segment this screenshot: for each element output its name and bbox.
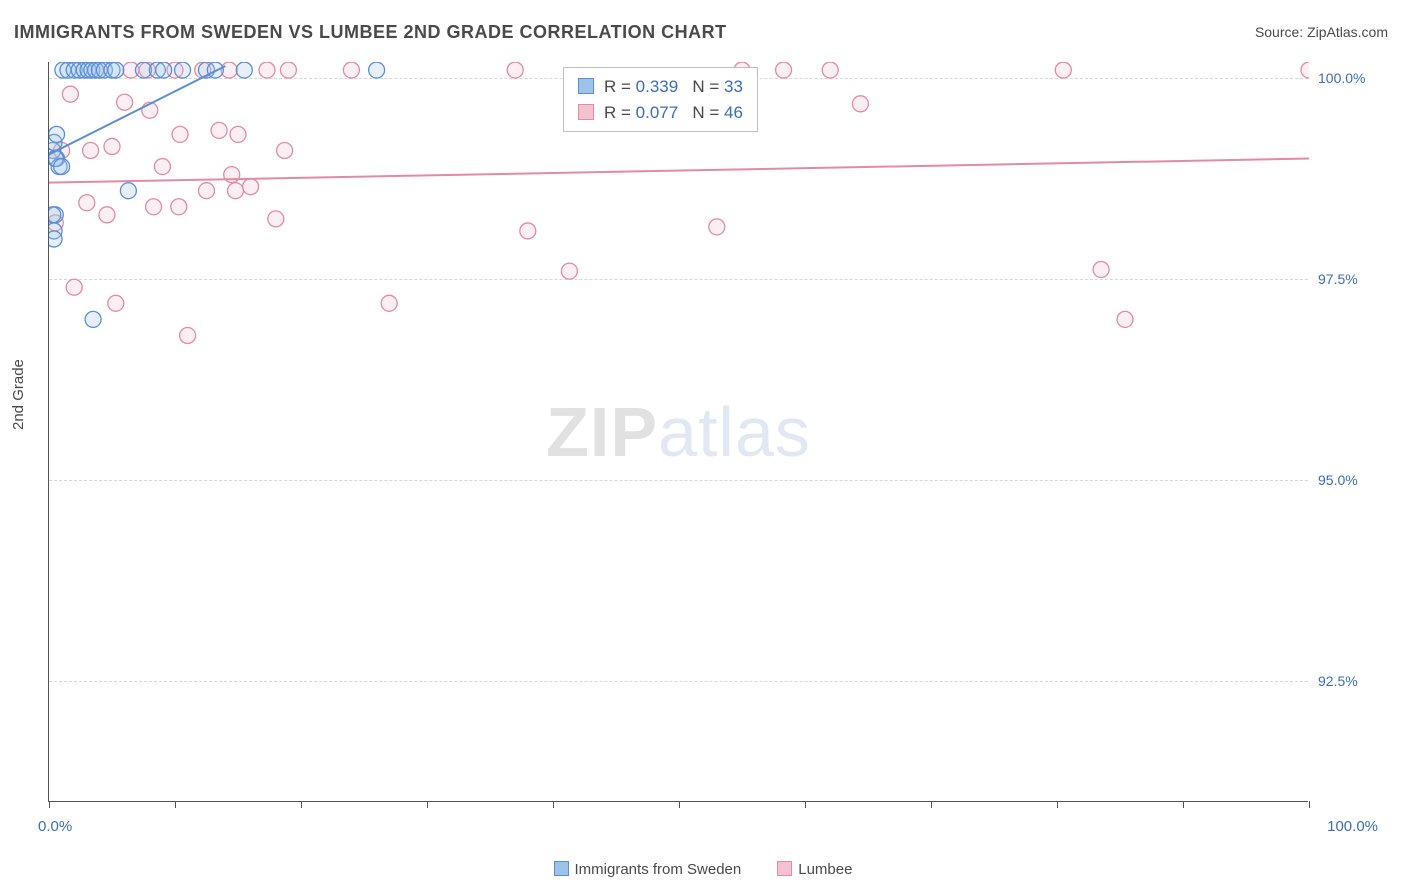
x-tick: [1057, 801, 1058, 808]
y-axis-title: 2nd Grade: [10, 359, 27, 430]
data-point: [172, 126, 188, 142]
x-tick: [49, 801, 50, 808]
bottom-legend-item: Immigrants from Sweden: [554, 861, 742, 878]
data-point: [108, 62, 124, 78]
data-point: [852, 96, 868, 112]
y-tick-label: 100.0%: [1318, 70, 1365, 86]
scatter-svg: [49, 62, 1309, 802]
data-point: [243, 179, 259, 195]
data-point: [1301, 62, 1309, 78]
data-point: [49, 126, 65, 142]
data-point: [171, 199, 187, 215]
y-tick-label: 95.0%: [1318, 472, 1358, 488]
data-point: [1055, 62, 1071, 78]
x-tick: [805, 801, 806, 808]
stat-legend-row: R = 0.077 N = 46: [578, 100, 743, 126]
data-point: [280, 62, 296, 78]
data-point: [227, 183, 243, 199]
data-point: [62, 86, 78, 102]
data-point: [520, 223, 536, 239]
stat-legend-row: R = 0.339 N = 33: [578, 74, 743, 100]
legend-label: Lumbee: [798, 861, 852, 878]
legend-label: Immigrants from Sweden: [575, 861, 742, 878]
legend-swatch: [578, 104, 594, 120]
x-axis-min-label: 0.0%: [38, 818, 72, 835]
trend-line: [49, 66, 225, 154]
y-tick-label: 92.5%: [1318, 673, 1358, 689]
data-point: [381, 295, 397, 311]
data-point: [108, 295, 124, 311]
data-point: [369, 62, 385, 78]
data-point: [180, 327, 196, 343]
x-tick: [301, 801, 302, 808]
x-tick: [427, 801, 428, 808]
data-point: [268, 211, 284, 227]
data-point: [83, 142, 99, 158]
data-point: [120, 183, 136, 199]
data-point: [66, 279, 82, 295]
data-point: [277, 142, 293, 158]
r-value: 0.077: [636, 103, 679, 122]
data-point: [104, 138, 120, 154]
data-point: [49, 207, 61, 223]
data-point: [156, 62, 172, 78]
data-point: [1117, 311, 1133, 327]
data-point: [199, 183, 215, 199]
source-attribution: Source: ZipAtlas.com: [1255, 24, 1388, 40]
x-tick: [931, 801, 932, 808]
r-value: 0.339: [636, 77, 679, 96]
data-point: [507, 62, 523, 78]
data-point: [211, 122, 227, 138]
legend-swatch: [578, 78, 594, 94]
data-point: [236, 62, 252, 78]
data-point: [1093, 262, 1109, 278]
data-point: [561, 263, 577, 279]
n-value: 33: [724, 77, 743, 96]
data-point: [79, 195, 95, 211]
x-tick: [1183, 801, 1184, 808]
data-point: [99, 207, 115, 223]
data-point: [230, 126, 246, 142]
data-point: [49, 231, 62, 247]
chart-title: IMMIGRANTS FROM SWEDEN VS LUMBEE 2ND GRA…: [14, 22, 727, 43]
stat-legend: R = 0.339 N = 33R = 0.077 N = 46: [563, 67, 758, 132]
x-tick: [679, 801, 680, 808]
data-point: [822, 62, 838, 78]
legend-swatch: [777, 861, 792, 876]
data-point: [54, 159, 70, 175]
bottom-legend-item: Lumbee: [777, 861, 852, 878]
data-point: [259, 62, 275, 78]
legend-swatch: [554, 861, 569, 876]
y-tick-label: 97.5%: [1318, 271, 1358, 287]
x-tick: [1309, 801, 1310, 808]
data-point: [154, 159, 170, 175]
data-point: [175, 62, 191, 78]
x-tick: [553, 801, 554, 808]
data-point: [343, 62, 359, 78]
x-axis-max-label: 100.0%: [1327, 818, 1378, 835]
x-tick: [175, 801, 176, 808]
data-point: [709, 219, 725, 235]
data-point: [117, 94, 133, 110]
n-value: 46: [724, 103, 743, 122]
bottom-legend: Immigrants from Sweden Lumbee: [0, 861, 1406, 878]
plot-area: ZIPatlas: [48, 62, 1308, 802]
data-point: [776, 62, 792, 78]
data-point: [85, 311, 101, 327]
data-point: [146, 199, 162, 215]
